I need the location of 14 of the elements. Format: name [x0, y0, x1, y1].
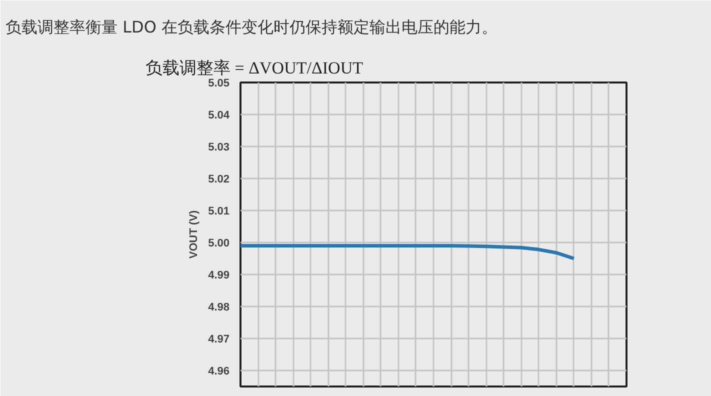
y-tick-label: 4.98	[208, 302, 230, 314]
chart-subtitle: 负载调整率 = ΔVOUT/ΔIOUT	[146, 58, 364, 78]
y-tick-label: 5.00	[208, 238, 230, 250]
y-tick-label: 5.04	[208, 110, 230, 122]
y-tick-label: 4.99	[208, 270, 230, 282]
chart-title: 负载调整率衡量 LDO 在负载条件变化时仍保持额定输出电压的能力。	[6, 18, 498, 36]
y-tick-label: 5.03	[208, 142, 230, 154]
y-tick-label: 5.01	[208, 206, 230, 218]
y-tick-label: 4.96	[208, 366, 230, 378]
y-tick-label: 5.05	[208, 78, 230, 90]
y-tick-label: 5.02	[208, 174, 230, 186]
line-series	[240, 244, 576, 260]
y-tick-label: 4.97	[208, 334, 230, 346]
y-axis-title: VOUT (V)	[188, 210, 200, 259]
